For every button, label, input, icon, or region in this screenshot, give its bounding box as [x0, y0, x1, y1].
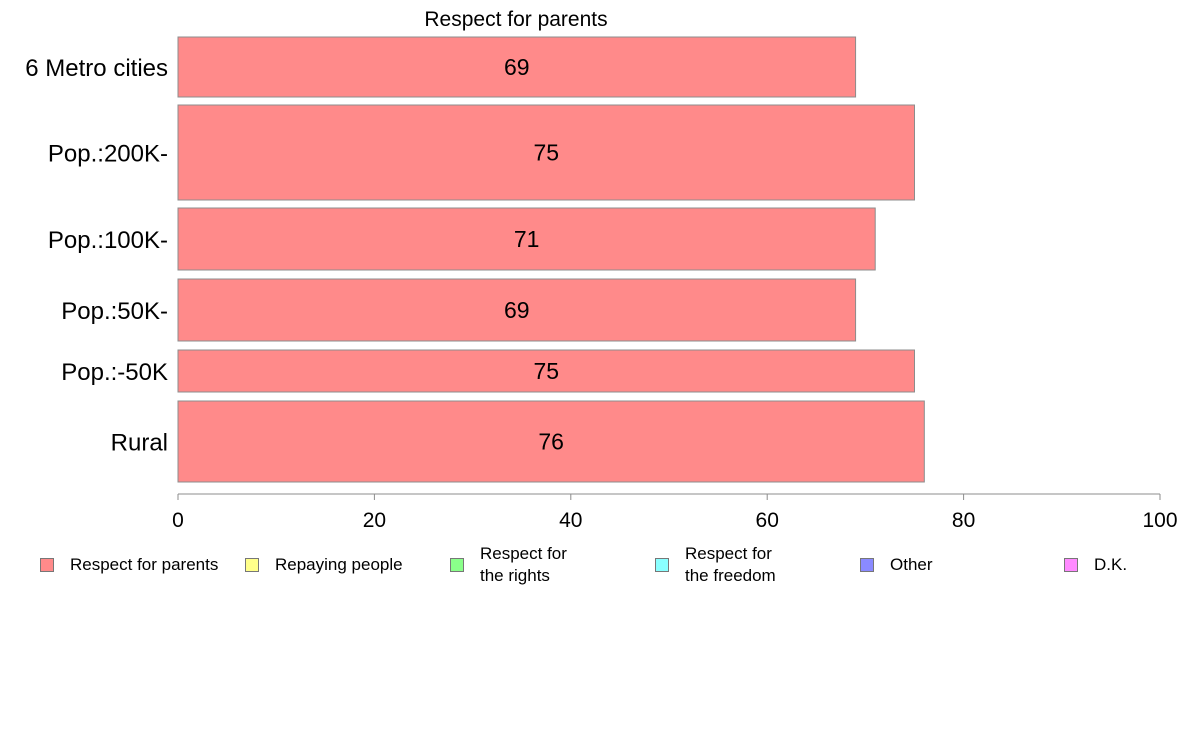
category-label: Pop.:50K-	[61, 298, 168, 325]
legend-label: Respect for the rights	[480, 544, 567, 585]
legend-item: Respect for parents	[40, 540, 218, 590]
legend-swatch	[1064, 558, 1078, 572]
category-label: Rural	[111, 430, 168, 457]
legend-label: D.K.	[1094, 555, 1128, 574]
x-axis: 0 20 40 60 80 100	[172, 493, 1178, 532]
legend-item: D.K.	[1064, 540, 1127, 590]
category-label: Pop.:-50K	[61, 359, 168, 386]
chart-title: Respect for parents	[424, 8, 607, 31]
bar	[177, 400, 925, 483]
legend-swatch	[860, 558, 874, 572]
legend-swatch	[40, 558, 54, 572]
legend-item: Repaying people	[245, 540, 403, 590]
y-axis-labels: 6 Metro cities Pop.:200K- Pop.:100K- Pop.:5…	[25, 55, 168, 457]
x-tick-label: 20	[363, 509, 386, 532]
legend-item: Respect for the rights	[450, 540, 567, 590]
bar	[177, 278, 857, 342]
category-label: 6 Metro cities	[25, 55, 168, 82]
category-label: Pop.:200K-	[48, 141, 168, 168]
legend-item: Respect for the freedom	[655, 540, 776, 590]
bar	[177, 36, 857, 98]
bars-group: 69 75 71 69 75 76	[177, 36, 925, 483]
legend-swatch	[655, 558, 669, 572]
bar	[177, 349, 915, 393]
legend-label: Repaying people	[275, 555, 403, 574]
legend-swatch	[450, 558, 464, 572]
bar-value-label: 75	[533, 140, 559, 166]
bar-value-label: 76	[538, 429, 564, 455]
x-tick-label: 100	[1142, 509, 1177, 532]
category-label: Pop.:100K-	[48, 227, 168, 254]
x-tick-label: 0	[172, 509, 184, 532]
bar-value-label: 69	[504, 54, 530, 80]
bar-value-label: 71	[514, 226, 540, 252]
x-tick-label: 60	[756, 509, 779, 532]
x-tick-label: 40	[559, 509, 582, 532]
legend-label: Other	[890, 555, 933, 574]
bar	[177, 207, 876, 271]
legend-label: Respect for parents	[70, 555, 219, 574]
x-tick-label: 80	[952, 509, 975, 532]
bar-chart: Respect for parents 69 75 71 69 75 76 6 Metro…	[25, 8, 1178, 532]
bar-value-label: 69	[504, 297, 530, 323]
legend-label: Respect for the freedom	[685, 544, 776, 585]
legend-item: Other	[860, 540, 933, 590]
bar-value-label: 75	[533, 358, 559, 384]
legend-swatch	[245, 558, 259, 572]
bar	[177, 104, 915, 201]
legend: Respect for parents Repaying people Respec…	[0, 540, 1188, 600]
